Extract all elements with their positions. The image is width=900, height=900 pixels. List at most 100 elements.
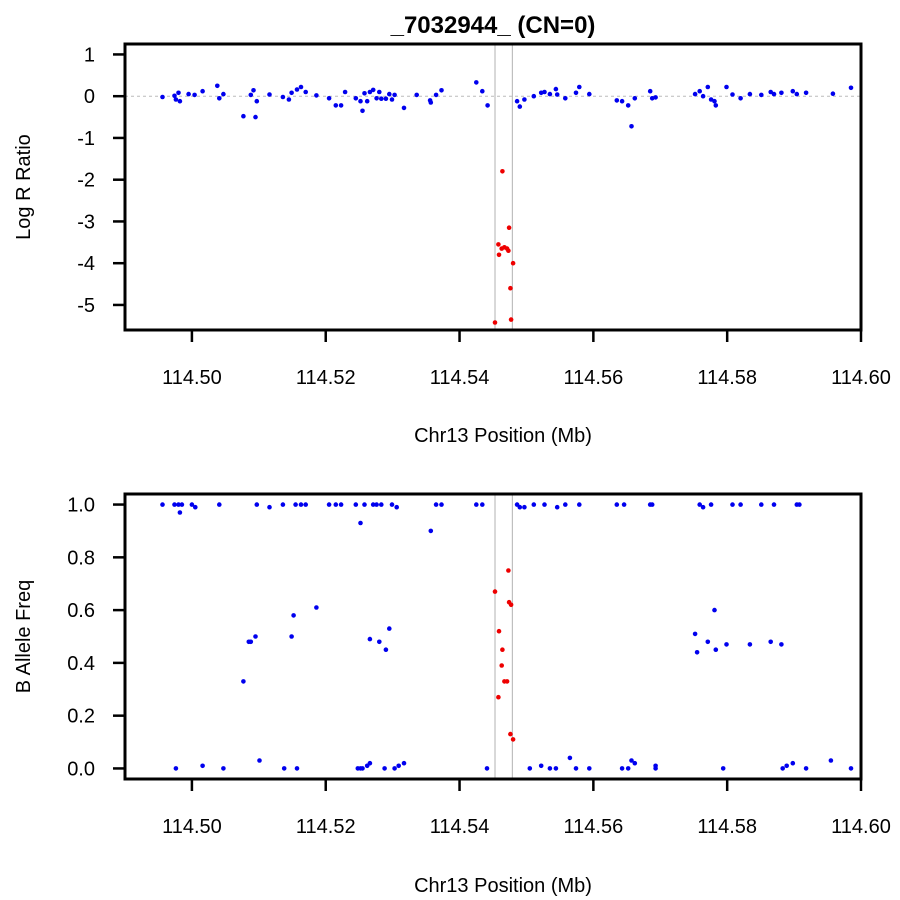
data-point (780, 766, 785, 771)
y-tick-label: 0.2 (67, 706, 95, 728)
data-point (514, 98, 520, 104)
data-point (338, 103, 344, 108)
data-point (289, 634, 294, 639)
data-point (803, 766, 809, 771)
data-point (730, 92, 735, 97)
y-tick-label: -4 (77, 253, 95, 275)
data-point (364, 98, 370, 104)
data-point (298, 502, 304, 507)
data-point (619, 766, 625, 771)
data-point (697, 88, 702, 94)
data-point (353, 502, 359, 507)
data-point (484, 766, 490, 771)
data-point (294, 87, 300, 92)
data-point (779, 642, 784, 647)
data-point (768, 89, 773, 95)
data-point (172, 93, 177, 99)
highlight-point (508, 317, 514, 322)
data-point (538, 763, 544, 769)
highlight-point (510, 260, 516, 266)
data-point (303, 502, 309, 507)
data-point (713, 103, 719, 108)
data-point (326, 96, 332, 101)
y-tick-label: 0.8 (67, 547, 95, 569)
data-point (738, 96, 743, 101)
data-point (803, 90, 809, 96)
x-tick-label: 114.58 (697, 816, 757, 838)
data-point (280, 502, 286, 507)
data-point (192, 92, 197, 98)
data-point (614, 502, 620, 507)
data-point (439, 88, 444, 93)
data-point (433, 502, 439, 507)
data-point (333, 103, 339, 108)
data-point (632, 760, 638, 766)
data-point (428, 100, 434, 105)
x-tick-label: 114.56 (564, 367, 624, 389)
data-point (241, 679, 246, 684)
data-point (333, 502, 339, 507)
y-axis-label: Log R Ratio (13, 134, 35, 240)
data-point (401, 105, 407, 111)
y-axis-label: B Allele Freq (13, 580, 35, 693)
highlight-point (506, 248, 511, 253)
data-point (621, 502, 627, 507)
data-point (712, 607, 717, 613)
data-point (215, 83, 220, 89)
data-point (257, 758, 262, 763)
data-point (705, 639, 711, 645)
data-point (738, 502, 743, 507)
highlight-point (500, 169, 505, 174)
data-point (377, 639, 382, 645)
data-point (289, 90, 294, 96)
data-point (253, 114, 258, 120)
data-point (392, 766, 397, 771)
data-point (367, 89, 373, 95)
x-tick-label: 114.60 (831, 816, 891, 838)
data-point (221, 91, 226, 97)
data-point (625, 103, 631, 108)
data-point (382, 766, 387, 771)
data-point (362, 91, 367, 96)
data-point (614, 98, 620, 103)
data-point (573, 90, 579, 96)
data-point (387, 626, 392, 631)
data-point (186, 91, 191, 97)
highlight-point (508, 285, 513, 291)
data-point (383, 96, 389, 101)
data-point (389, 502, 395, 507)
data-point (759, 92, 764, 98)
data-point (200, 763, 205, 769)
x-tick-label: 114.56 (564, 816, 624, 838)
data-point (653, 763, 658, 769)
x-tick-label: 114.50 (162, 367, 222, 389)
data-point (314, 605, 319, 610)
data-point (280, 94, 286, 100)
data-point (367, 760, 373, 766)
data-point (254, 502, 260, 507)
data-point (547, 91, 553, 97)
data-point (522, 504, 527, 510)
data-point (379, 96, 384, 101)
y-tick-label: -3 (77, 211, 95, 233)
y-tick-label: 1.0 (67, 495, 95, 517)
data-point (573, 766, 579, 771)
x-tick-label: 114.54 (430, 816, 490, 838)
highlight-point (496, 242, 501, 247)
data-point (692, 631, 698, 637)
data-point (394, 504, 400, 510)
data-point (700, 93, 706, 99)
data-point (389, 97, 395, 102)
data-point (577, 502, 582, 507)
data-point (241, 113, 246, 119)
b-allele-freq-panel: 114.50 114.52 114.54 114.56 114.58 114.60 1.0 0… (13, 492, 891, 897)
data-point (358, 98, 363, 104)
data-point (267, 92, 272, 97)
data-point (342, 89, 348, 95)
data-point (383, 647, 389, 652)
highlight-point (492, 589, 498, 594)
highlight-point (508, 602, 514, 608)
data-point (392, 92, 397, 98)
data-point (632, 96, 638, 101)
data-point (248, 639, 254, 645)
